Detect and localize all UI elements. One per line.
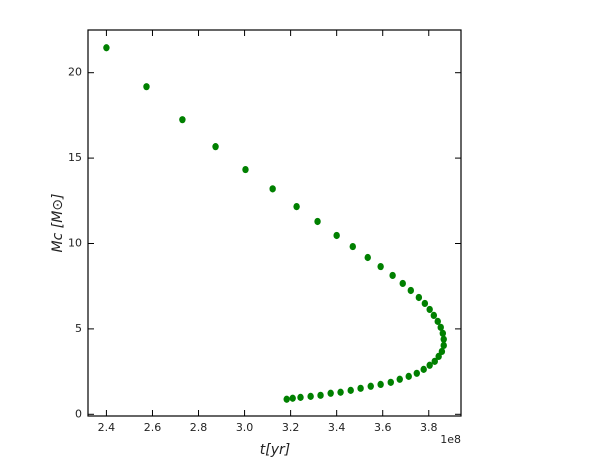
point	[434, 317, 441, 325]
y-tick-label: 5	[75, 322, 82, 335]
point	[437, 323, 444, 331]
x-tick-label: 3.0	[236, 421, 254, 434]
point	[399, 279, 406, 288]
x-tick-label: 3.8	[420, 421, 438, 434]
point	[389, 271, 396, 280]
point	[377, 262, 384, 271]
point	[377, 380, 384, 389]
point	[349, 242, 356, 251]
point	[293, 203, 300, 211]
point	[430, 311, 438, 320]
point	[440, 335, 447, 343]
x-tick-label: 2.4	[98, 421, 116, 434]
point	[431, 357, 438, 365]
plot-frame	[87, 29, 462, 417]
point	[426, 305, 433, 314]
x-tick-label: 2.8	[190, 421, 208, 434]
point	[421, 299, 429, 308]
point	[405, 372, 412, 380]
point	[307, 392, 314, 400]
point	[420, 365, 427, 373]
point	[289, 394, 296, 402]
y-tick-label: 15	[68, 151, 82, 164]
y-axis-label: Mc [M⊙]	[50, 194, 66, 253]
x-tick-label: 3.6	[374, 421, 392, 434]
y-tick-label: 10	[68, 236, 82, 249]
point	[317, 391, 324, 399]
point	[297, 393, 304, 401]
point	[435, 352, 442, 360]
point	[283, 395, 290, 403]
x-tick-label: 3.2	[282, 421, 300, 434]
point	[347, 386, 354, 394]
x-tick-label: 2.6	[144, 421, 162, 434]
point	[357, 384, 364, 392]
point	[364, 253, 371, 262]
point	[143, 83, 150, 91]
point	[407, 286, 415, 295]
point	[439, 329, 447, 337]
point	[440, 341, 447, 350]
point	[333, 231, 340, 240]
point	[212, 143, 219, 151]
point	[242, 165, 249, 174]
point	[396, 375, 403, 383]
point	[387, 378, 394, 386]
x-offset-label: 1e8	[440, 433, 461, 446]
point	[103, 44, 110, 52]
point	[179, 116, 186, 124]
y-tick-label: 20	[68, 66, 82, 79]
point	[337, 388, 344, 396]
point	[438, 347, 446, 356]
point	[426, 361, 433, 369]
point	[367, 382, 374, 390]
point	[327, 389, 334, 397]
x-axis-label: t[yr]	[260, 442, 290, 458]
x-tick-label: 3.4	[328, 421, 346, 434]
point	[415, 293, 423, 302]
point	[314, 217, 321, 226]
point	[269, 185, 276, 193]
y-tick-label: 0	[75, 407, 82, 420]
point	[413, 369, 420, 377]
